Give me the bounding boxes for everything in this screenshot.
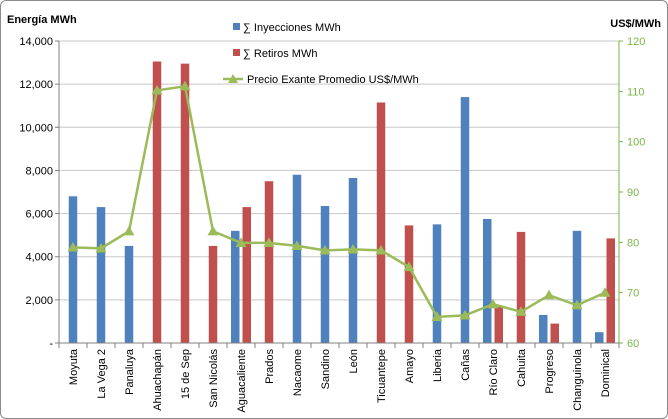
price-line xyxy=(67,80,611,321)
price-point xyxy=(599,287,611,297)
category-label: Panaluya xyxy=(124,348,136,395)
category-label: Cahuita xyxy=(516,348,528,387)
price-point xyxy=(95,242,107,253)
price-point xyxy=(207,225,219,236)
right-axis-title: US$/MWh xyxy=(610,18,661,30)
price-point xyxy=(431,311,443,321)
price-point xyxy=(263,237,275,247)
price-point xyxy=(543,289,555,300)
legend: ∑ Inyecciones MWh ∑ Retiros MWh Precio Exa… xyxy=(223,22,419,86)
price-point xyxy=(459,309,471,320)
gridlines xyxy=(59,40,619,344)
bar-retiros xyxy=(516,231,526,343)
bar-inyecciones xyxy=(292,174,302,343)
legend-swatch-inyecciones xyxy=(233,23,240,30)
bar-inyecciones xyxy=(539,314,548,343)
category-label: Prados xyxy=(264,349,276,384)
price-point xyxy=(67,241,79,252)
bar-retiros xyxy=(376,102,386,343)
right-tick-label: 90 xyxy=(627,187,639,199)
bar-retiros xyxy=(606,238,615,343)
left-tick-label: 6,000 xyxy=(25,209,53,221)
category-label: Río Claro xyxy=(488,349,500,395)
price-point xyxy=(487,298,499,309)
price-point xyxy=(571,299,583,310)
left-tick-label: 4,000 xyxy=(25,252,53,264)
legend-label-precio: Precio Exante Promedio US$/MWh xyxy=(247,74,419,86)
price-point xyxy=(515,306,527,316)
category-label: Ahuachapán xyxy=(152,349,164,411)
bar-retiros xyxy=(494,306,503,343)
right-tick-label: 70 xyxy=(627,288,639,300)
bar-inyecciones xyxy=(231,230,240,343)
bar-retiros xyxy=(242,207,251,343)
category-label: Aguacaliente xyxy=(236,349,248,413)
price-point xyxy=(151,84,163,95)
left-tick-label: 10,000 xyxy=(19,122,53,134)
bar-inyecciones xyxy=(68,196,78,343)
right-tick-label: 60 xyxy=(627,338,639,350)
category-label: 15 de Sep xyxy=(180,349,192,399)
bars xyxy=(68,61,615,344)
bar-retiros xyxy=(264,181,274,343)
price-point xyxy=(347,243,359,254)
bar-inyecciones xyxy=(572,230,582,343)
category-label: Nacaome xyxy=(292,349,304,396)
legend-swatch-retiros xyxy=(233,49,240,56)
price-polyline xyxy=(72,85,606,319)
bar-retiros xyxy=(152,61,162,343)
legend-label-inyecciones: ∑ Inyecciones MWh xyxy=(243,22,341,34)
price-point xyxy=(291,240,303,250)
category-label: Sandino xyxy=(320,349,332,389)
bar-inyecciones xyxy=(124,245,134,343)
category-label: Cañas xyxy=(460,349,472,381)
left-axis-title: Energía MWh xyxy=(7,14,77,26)
axes: - 2,000 4,000 6,000 8,000 10,000 12,000 14,000 6… xyxy=(19,36,645,413)
right-tick-label: 80 xyxy=(627,237,639,249)
left-tick-label: - xyxy=(49,338,53,350)
category-label: San Nicolás xyxy=(208,349,220,408)
category-label: Liberia xyxy=(432,348,444,382)
category-label: La Vega 2 xyxy=(96,349,108,399)
bar-inyecciones xyxy=(320,206,330,343)
price-point xyxy=(123,225,135,236)
bar-inyecciones xyxy=(460,97,470,343)
category-label: Moyuta xyxy=(68,348,80,385)
bar-inyecciones xyxy=(348,177,358,343)
category-label: Dominical xyxy=(600,349,612,397)
category-label: Progreso xyxy=(544,349,556,394)
price-point xyxy=(235,237,247,247)
right-tick-label: 120 xyxy=(627,36,645,48)
price-point xyxy=(375,244,387,255)
category-label: Ticuantepe xyxy=(376,349,388,403)
right-tick-label: 100 xyxy=(627,137,645,149)
bar-retiros xyxy=(180,63,190,344)
bar-retiros xyxy=(550,323,559,343)
bar-inyecciones xyxy=(483,218,492,343)
legend-marker-precio xyxy=(228,74,238,83)
bar-retiros xyxy=(208,245,218,343)
category-label: León xyxy=(348,349,360,373)
bar-retiros xyxy=(404,225,414,343)
price-point xyxy=(179,80,191,91)
left-tick-label: 12,000 xyxy=(19,79,53,91)
price-point xyxy=(319,244,331,255)
right-tick-label: 110 xyxy=(627,86,645,98)
category-label: Changuinola xyxy=(572,348,584,411)
left-tick-label: 8,000 xyxy=(25,165,53,177)
bar-inyecciones xyxy=(96,207,106,343)
price-point xyxy=(403,261,415,272)
bar-inyecciones xyxy=(595,332,604,343)
category-label: Amayo xyxy=(404,349,416,383)
left-tick-label: 2,000 xyxy=(25,295,53,307)
left-tick-label: 14,000 xyxy=(19,36,53,48)
bar-inyecciones xyxy=(432,224,442,343)
legend-label-retiros: ∑ Retiros MWh xyxy=(243,48,317,60)
